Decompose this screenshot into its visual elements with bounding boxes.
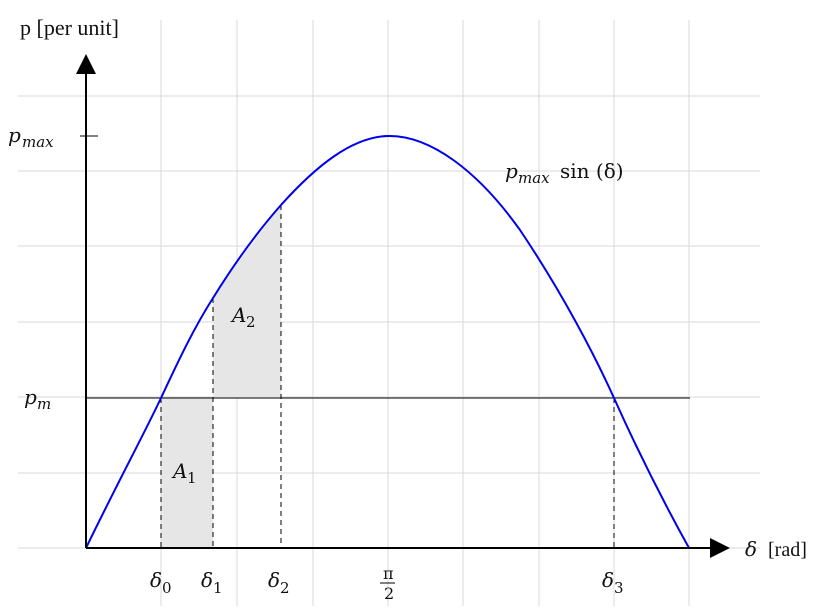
svg-text:0: 0 bbox=[162, 579, 172, 597]
area-a1-shade bbox=[161, 398, 213, 548]
svg-text:δ: δ bbox=[745, 537, 757, 561]
x-tick-label-pi-over-2: π 2 bbox=[380, 564, 395, 603]
svg-text:m: m bbox=[37, 395, 51, 413]
x-axis-label: δ [rad] bbox=[745, 537, 807, 561]
svg-text:p: p bbox=[505, 159, 518, 183]
svg-text:δ: δ bbox=[150, 568, 162, 592]
area-a2-shade bbox=[213, 205, 281, 398]
y-axis-label: p [per unit] bbox=[20, 15, 119, 40]
dashed-lines bbox=[160, 205, 615, 548]
svg-text:p: p bbox=[8, 123, 21, 147]
svg-text:sin (δ): sin (δ) bbox=[560, 159, 624, 183]
svg-text:1: 1 bbox=[213, 579, 223, 597]
x-tick-label-delta0: δ 0 bbox=[150, 568, 172, 597]
svg-text:max: max bbox=[22, 133, 54, 151]
svg-text:3: 3 bbox=[614, 579, 624, 597]
curve-label: p max sin (δ) bbox=[505, 159, 624, 187]
x-tick-label-delta3: δ 3 bbox=[602, 568, 624, 597]
svg-text:[rad]: [rad] bbox=[768, 539, 807, 561]
svg-text:π: π bbox=[383, 564, 394, 583]
x-tick-label-delta2: δ 2 bbox=[268, 568, 290, 597]
area-label-a1: A 1 bbox=[171, 459, 197, 487]
svg-text:max: max bbox=[518, 169, 550, 187]
svg-text:1: 1 bbox=[187, 469, 197, 487]
svg-text:δ: δ bbox=[201, 568, 213, 592]
svg-text:A: A bbox=[230, 303, 246, 327]
svg-text:2: 2 bbox=[246, 313, 256, 331]
sine-curve bbox=[85, 134, 690, 549]
svg-text:2: 2 bbox=[280, 579, 290, 597]
svg-text:p: p bbox=[24, 385, 37, 409]
svg-text:δ: δ bbox=[602, 568, 614, 592]
svg-text:2: 2 bbox=[384, 584, 394, 603]
x-tick-label-delta1: δ 1 bbox=[201, 568, 223, 597]
pmax-label: p max bbox=[8, 123, 54, 151]
svg-text:A: A bbox=[171, 459, 187, 483]
svg-text:δ: δ bbox=[268, 568, 280, 592]
area-label-a2: A 2 bbox=[230, 303, 256, 331]
pm-label: p m bbox=[24, 385, 51, 413]
grid bbox=[18, 20, 760, 606]
